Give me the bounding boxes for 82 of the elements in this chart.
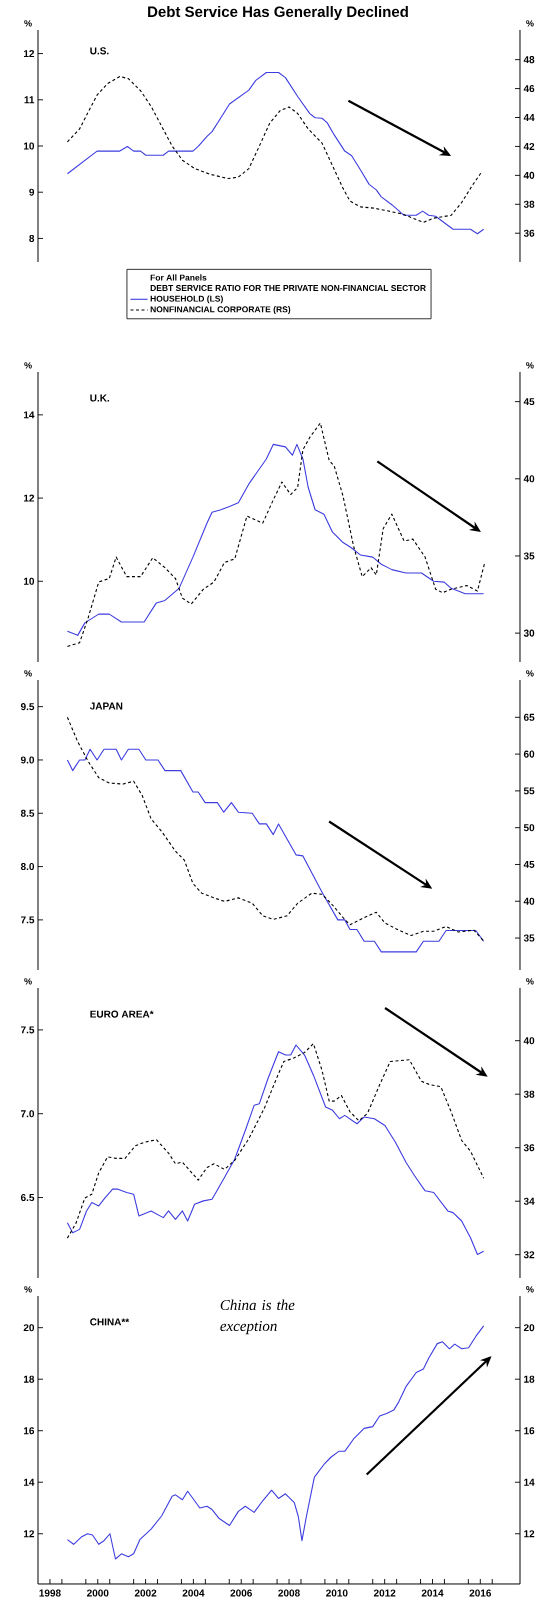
y2-tick-label: 40: [523, 1037, 535, 1045]
y-tick-label: 12: [23, 50, 35, 58]
y2-tick-label: 14: [524, 1478, 535, 1486]
line-series: [66, 716, 485, 942]
y-tick-label: 12: [23, 494, 35, 502]
y-tick-label: 10: [23, 577, 35, 585]
y2-tick-label: 16: [524, 1427, 535, 1435]
y-tick-label: 12: [23, 1530, 35, 1538]
x-tick-label: 2012: [373, 1589, 396, 1597]
x-tick-label: 2008: [278, 1589, 300, 1597]
y-tick-label: 7.5: [20, 916, 35, 924]
text: For All Panels: [150, 274, 207, 281]
y2-tick-label: 18: [524, 1375, 535, 1383]
y-axis-title: %: [24, 20, 32, 27]
y2-tick-label: 30: [523, 629, 535, 637]
text: U.S.: [90, 47, 109, 55]
y2-tick-label: 55: [523, 787, 535, 795]
x-tick-label: 2004: [182, 1589, 205, 1597]
y2-tick-label: 38: [523, 1090, 535, 1098]
x-tick-label: 2016: [469, 1589, 492, 1597]
y-tick-label: 16: [23, 1427, 35, 1435]
x-tick-label: 2014: [421, 1589, 444, 1597]
y-tick-label: 8.5: [20, 809, 35, 817]
y2-tick-label: 45: [523, 860, 535, 868]
text: EURO AREA*: [90, 1010, 154, 1018]
y-tick-label: 14: [23, 1478, 35, 1486]
x-tick-label: 2002: [134, 1589, 157, 1597]
y-tick-label: 8.0: [20, 863, 35, 871]
y2-tick-label: 60: [523, 750, 535, 758]
x-tick-label: 1998: [39, 1589, 61, 1597]
y2-tick-label: 12: [524, 1530, 535, 1538]
y2-tick-label: 46: [523, 85, 535, 93]
x-tick-label: 2006: [230, 1589, 252, 1597]
text: CHINA**: [90, 1318, 130, 1326]
legend-title: DEBT SERVICE RATIO FOR THE PRIVATE NON-FINANCIAL SECTOR: [150, 285, 426, 292]
y2-tick-label: 40: [523, 897, 535, 905]
y-tick-label: 11: [24, 96, 35, 104]
y-tick-label: 9.5: [20, 703, 35, 711]
y2-tick-label: 48: [523, 56, 535, 64]
y2-tick-label: 40: [523, 171, 535, 179]
y2-tick-label: 50: [523, 824, 535, 832]
y2-axis-title: %: [526, 362, 534, 369]
y2-axis-title: %: [526, 978, 534, 985]
y2-tick-label: 44: [523, 114, 535, 121]
y-axis-title: %: [24, 978, 32, 985]
y2-axis-title: %: [526, 670, 534, 677]
x-tick-label: 2010: [326, 1589, 348, 1597]
y-tick-label: 7.0: [20, 1110, 35, 1118]
y2-tick-label: 35: [523, 934, 535, 942]
y2-tick-label: 36: [523, 1144, 535, 1152]
y2-tick-label: 34: [523, 1197, 535, 1205]
y-tick-label: 10: [23, 142, 35, 150]
y-tick-label: 9: [29, 188, 35, 196]
y-tick-label: 20: [23, 1324, 35, 1332]
x-tick-label: 2000: [86, 1589, 109, 1597]
y-tick-label: 14: [23, 411, 35, 419]
y2-tick-label: 32: [523, 1251, 535, 1259]
y2-tick-label: 65: [523, 713, 535, 721]
text: U.K.: [90, 394, 110, 402]
y-tick-label: 9.0: [20, 756, 35, 764]
text: JAPAN: [89, 702, 123, 710]
y2-tick-label: 40: [523, 475, 535, 483]
y-axis-title: %: [24, 1286, 32, 1293]
y2-tick-label: 42: [523, 142, 535, 150]
legend-label: NONFINANCIAL CORPORATE (RS): [150, 306, 291, 315]
y2-axis-title: %: [526, 1286, 534, 1293]
y2-axis-title: %: [526, 20, 534, 27]
y2-tick-label: 38: [523, 200, 535, 208]
y2-tick-label: 20: [523, 1324, 535, 1332]
y-tick-label: 7.5: [20, 1026, 35, 1034]
legend-label: HOUSEHOLD (LS): [150, 295, 223, 304]
y-tick-label: 6.5: [20, 1193, 35, 1202]
annotation: China is the exception: [220, 1299, 295, 1335]
y2-tick-label: 45: [523, 398, 535, 406]
y-tick-label: 18: [23, 1375, 35, 1383]
y-axis-title: %: [24, 362, 32, 369]
y-axis-title: %: [24, 670, 32, 677]
y-tick-label: 8: [29, 234, 35, 242]
line-series: [66, 748, 485, 953]
y2-tick-label: 35: [523, 552, 535, 560]
y2-tick-label: 36: [523, 229, 535, 237]
chart-title: Debt Service Has Generally Declined: [148, 6, 408, 20]
